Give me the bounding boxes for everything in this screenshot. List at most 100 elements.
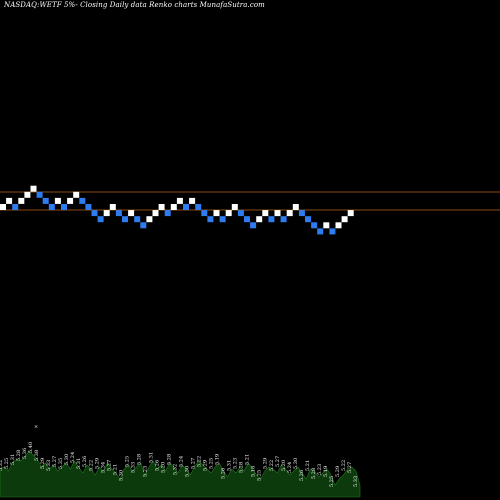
volume-label: 5.23 xyxy=(233,458,239,469)
volume-label: 5.34 xyxy=(100,462,106,473)
volume-label: 5.33 xyxy=(130,462,136,473)
volume-labels: 5.32 5.25 5.31 5.28 5.365.405.385.29 5.33 5.27… xyxy=(0,442,359,487)
renko-brick-up xyxy=(146,216,153,223)
renko-brick-down xyxy=(164,210,171,217)
renko-brick-down xyxy=(268,216,275,223)
renko-brick-up xyxy=(189,197,196,204)
renko-brick-down xyxy=(201,210,208,217)
renko-brick-up xyxy=(67,197,74,204)
volume-area xyxy=(0,450,361,498)
volume-label: 5.30 xyxy=(185,466,191,477)
volume-label: 5.29 xyxy=(94,458,100,469)
renko-brick-down xyxy=(250,222,257,229)
volume-label: 5.27 xyxy=(191,458,197,469)
volume-label: 5.30 xyxy=(293,458,299,469)
volume-label: 5.24 xyxy=(179,456,185,467)
volume-label: 5.26 xyxy=(299,470,305,481)
volume-label: 5.31 xyxy=(10,454,16,465)
renko-brick-up xyxy=(292,204,299,210)
renko-brick-down xyxy=(207,216,214,223)
volume-label: 5.29 xyxy=(40,458,46,469)
renko-brick-up xyxy=(256,216,263,223)
volume-label: 5.22 xyxy=(197,456,203,467)
renko-brick-up xyxy=(18,197,25,204)
renko-brick-up xyxy=(335,222,342,229)
renko-brick-up xyxy=(24,191,31,198)
volume-label: 5.21 xyxy=(305,460,311,471)
renko-brick-down xyxy=(61,204,67,210)
volume-label: 5.40 xyxy=(28,442,34,453)
volume-label: 5.33 xyxy=(46,460,52,471)
volume-label: 5.23 xyxy=(317,464,323,475)
renko-brick-up xyxy=(158,204,165,210)
renko-brick-up xyxy=(109,204,116,210)
volume-label: 5.29 xyxy=(203,460,209,471)
volume-label: 5.22 xyxy=(269,460,275,471)
volume-label: 5.32 xyxy=(173,464,179,475)
volume-label: 5.25 xyxy=(329,476,335,487)
volume-label: 5.24 xyxy=(287,462,293,473)
renko-brick-up xyxy=(323,222,330,229)
volume-label: 5.24 xyxy=(70,452,76,463)
renko-brick-down xyxy=(244,216,250,223)
renko-brick-up xyxy=(30,185,37,192)
volume-label: 5.21 xyxy=(245,454,251,465)
renko-brick-up xyxy=(347,210,354,217)
volume-label: 5.23 xyxy=(142,466,148,477)
renko-brick-up xyxy=(286,210,293,217)
renko-brick-up xyxy=(0,204,6,210)
renko-brick-down xyxy=(219,216,226,223)
renko-brick-down xyxy=(79,197,86,204)
volume-label: 5.26 xyxy=(154,460,160,471)
renko-brick-down xyxy=(97,216,104,223)
volume-label: 5.33 xyxy=(353,476,359,487)
volume-label: 5.30 xyxy=(118,470,124,481)
renko-brick-down xyxy=(134,216,141,223)
volume-label: 5.30 xyxy=(64,454,70,465)
renko-bricks xyxy=(0,185,354,235)
volume-peak-marker: × xyxy=(34,424,38,430)
volume-label: 5.28 xyxy=(16,450,22,461)
renko-brick-down xyxy=(122,216,128,223)
volume-label: 5.29 xyxy=(263,458,269,469)
renko-brick-down xyxy=(329,228,336,235)
volume-label: 5.28 xyxy=(311,468,317,479)
renko-brick-up xyxy=(213,210,220,217)
renko-brick-down xyxy=(42,197,49,204)
renko-brick-down xyxy=(115,210,122,217)
volume-label: 5.35 xyxy=(58,458,64,469)
volume-label: 5.27 xyxy=(347,462,353,473)
volume-label: 5.20 xyxy=(161,462,167,473)
volume-label: 5.27 xyxy=(275,456,281,467)
renko-brick-up xyxy=(152,210,159,217)
volume-label: 5.27 xyxy=(52,456,58,467)
renko-brick-down xyxy=(317,228,324,235)
volume-label: 5.29 xyxy=(335,466,341,477)
renko-brick-down xyxy=(140,222,147,229)
renko-brick-up xyxy=(128,210,135,217)
renko-brick-up xyxy=(103,210,110,217)
volume-label: 5.27 xyxy=(106,460,112,471)
renko-brick-down xyxy=(311,222,318,229)
renko-brick-up xyxy=(170,204,177,210)
renko-brick-down xyxy=(91,210,98,217)
volume-label: 5.28 xyxy=(136,454,142,465)
renko-brick-down xyxy=(237,210,244,217)
renko-brick-down xyxy=(183,204,189,210)
volume-label: 5.25 xyxy=(257,470,263,481)
renko-brick-up xyxy=(54,197,61,204)
volume-label: 5.19 xyxy=(323,466,329,477)
volume-label: 5.26 xyxy=(221,468,227,479)
renko-brick-up xyxy=(274,210,281,217)
volume-label: 5.25 xyxy=(4,458,10,469)
volume-label: 5.26 xyxy=(82,456,88,467)
renko-brick-down xyxy=(12,204,19,210)
volume-label: 5.22 xyxy=(341,460,347,471)
chart-title: NASDAQ:WETF 5%- Closing Daily data Renko… xyxy=(4,1,265,9)
reference-lines xyxy=(0,191,500,211)
volume-label: 5.18 xyxy=(251,466,257,477)
renko-brick-down xyxy=(305,216,311,223)
volume-label: 5.21 xyxy=(112,464,118,475)
renko-brick-down xyxy=(195,204,202,210)
